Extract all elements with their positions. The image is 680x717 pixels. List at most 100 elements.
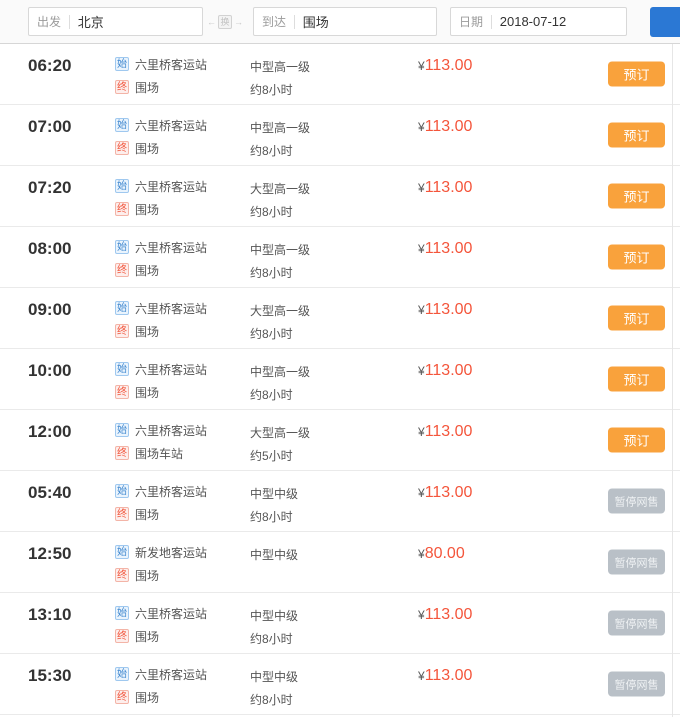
price-amount: 113.00 — [424, 240, 473, 257]
destination-station: 围场 — [135, 202, 160, 217]
destination-line: 终 围场 — [115, 687, 207, 707]
schedule-row: 05:40 始 六里桥客运站 终 围场 中型中级 约8小时 ¥113.00 暂停… — [0, 471, 680, 532]
price-amount: 113.00 — [424, 301, 473, 318]
action-button[interactable]: 预订 — [608, 61, 665, 87]
destination-station: 围场车站 — [135, 446, 184, 461]
bus-type: 大型高一级 — [250, 304, 311, 318]
origin-badge-icon: 始 — [115, 606, 129, 620]
stations-column: 始 六里桥客运站 终 围场 — [115, 115, 207, 161]
destination-station: 围场 — [135, 690, 160, 705]
schedule-row: 15:30 始 六里桥客运站 终 围场 中型中级 约8小时 ¥113.00 暂停… — [0, 654, 680, 715]
origin-station: 新发地客运站 — [135, 545, 208, 560]
trip-duration — [250, 568, 298, 588]
depart-input[interactable] — [77, 14, 194, 29]
action-button[interactable]: 暂停网售 — [608, 610, 665, 636]
currency-symbol: ¥ — [418, 608, 425, 622]
origin-station: 六里桥客运站 — [135, 484, 208, 499]
action-button[interactable]: 预订 — [608, 244, 665, 270]
action-button[interactable]: 预订 — [608, 305, 665, 331]
schedule-row: 09:00 始 六里桥客运站 终 围场 大型高一级 约8小时 ¥113.00 预… — [0, 288, 680, 349]
origin-station: 六里桥客运站 — [135, 301, 208, 316]
origin-badge-icon: 始 — [115, 57, 129, 71]
schedule-list: 06:20 始 六里桥客运站 终 围场 中型高一级 约8小时 ¥113.00 预… — [0, 44, 680, 715]
destination-badge-icon: 终 — [115, 324, 129, 338]
currency-symbol: ¥ — [418, 669, 425, 683]
action-button[interactable]: 暂停网售 — [608, 488, 665, 514]
origin-badge-icon: 始 — [115, 362, 129, 376]
departure-time: 12:00 — [28, 422, 72, 441]
destination-station: 围场 — [135, 507, 160, 522]
arrive-field[interactable]: 到达 — [253, 7, 437, 36]
action-button[interactable]: 预订 — [608, 427, 665, 453]
date-field[interactable]: 日期 — [450, 7, 627, 36]
origin-line: 始 新发地客运站 — [115, 542, 207, 562]
bus-type: 中型中级 — [250, 609, 299, 623]
destination-station: 围场 — [135, 568, 160, 583]
depart-label: 出发 — [37, 15, 62, 29]
bus-type: 大型高一级 — [250, 182, 311, 196]
trip-duration: 约8小时 — [250, 144, 293, 158]
price: ¥113.00 — [418, 362, 472, 380]
price: ¥113.00 — [418, 179, 472, 197]
bus-type: 中型中级 — [250, 548, 299, 562]
swap-stations-button[interactable]: ← 换 → — [204, 12, 246, 32]
stations-column: 始 六里桥客运站 终 围场 — [115, 481, 207, 527]
schedule-row: 12:50 始 新发地客运站 终 围场 中型中级 ¥80.00 暂停网售 — [0, 532, 680, 593]
depart-field[interactable]: 出发 — [28, 7, 203, 36]
stations-column: 始 六里桥客运站 终 围场 — [115, 603, 207, 649]
destination-line: 终 围场 — [115, 626, 207, 646]
origin-line: 始 六里桥客运站 — [115, 664, 207, 684]
swap-left-arrow-icon: ← — [207, 16, 216, 27]
destination-badge-icon: 终 — [115, 507, 129, 521]
schedule-row: 13:10 始 六里桥客运站 终 围场 中型中级 约8小时 ¥113.00 暂停… — [0, 593, 680, 654]
trip-duration: 约8小时 — [250, 388, 293, 402]
currency-symbol: ¥ — [418, 120, 425, 134]
destination-line: 终 围场 — [115, 138, 207, 158]
origin-badge-icon: 始 — [115, 179, 129, 193]
price-amount: 113.00 — [424, 606, 473, 623]
currency-symbol: ¥ — [418, 364, 425, 378]
price: ¥113.00 — [418, 57, 472, 75]
destination-line: 终 围场 — [115, 199, 207, 219]
price-amount: 113.00 — [424, 484, 473, 501]
action-button[interactable]: 预订 — [608, 122, 665, 148]
stations-column: 始 六里桥客运站 终 围场 — [115, 664, 207, 710]
price: ¥113.00 — [418, 240, 472, 258]
price: ¥113.00 — [418, 667, 472, 685]
currency-symbol: ¥ — [418, 242, 425, 256]
destination-badge-icon: 终 — [115, 80, 129, 94]
destination-line: 终 围场 — [115, 565, 207, 585]
field-divider — [69, 14, 70, 29]
action-button[interactable]: 暂停网售 — [608, 671, 665, 697]
origin-station: 六里桥客运站 — [135, 606, 208, 621]
price-amount: 113.00 — [424, 667, 473, 684]
origin-badge-icon: 始 — [115, 484, 129, 498]
swap-icon: 换 — [218, 15, 232, 29]
origin-station: 六里桥客运站 — [135, 57, 208, 72]
bus-info-column: 大型高一级 约5小时 — [250, 423, 310, 469]
schedule-row: 07:00 始 六里桥客运站 终 围场 中型高一级 约8小时 ¥113.00 预… — [0, 105, 680, 166]
price-amount: 113.00 — [424, 118, 473, 135]
destination-line: 终 围场 — [115, 382, 207, 402]
action-button[interactable]: 预订 — [608, 366, 665, 392]
stations-column: 始 六里桥客运站 终 围场 — [115, 359, 207, 405]
destination-badge-icon: 终 — [115, 385, 129, 399]
arrive-input[interactable] — [302, 14, 428, 29]
search-button[interactable] — [650, 7, 680, 37]
trip-duration: 约8小时 — [250, 83, 293, 97]
bus-info-column: 中型高一级 约8小时 — [250, 118, 310, 164]
origin-badge-icon: 始 — [115, 667, 129, 681]
destination-station: 围场 — [135, 385, 160, 400]
schedule-row: 07:20 始 六里桥客运站 终 围场 大型高一级 约8小时 ¥113.00 预… — [0, 166, 680, 227]
bus-info-column: 中型中级 约8小时 — [250, 484, 298, 530]
date-input[interactable] — [499, 14, 618, 29]
trip-duration: 约5小时 — [250, 449, 293, 463]
departure-time: 12:50 — [28, 544, 72, 563]
currency-symbol: ¥ — [418, 181, 425, 195]
action-button[interactable]: 暂停网售 — [608, 549, 665, 575]
action-button[interactable]: 预订 — [608, 183, 665, 209]
price: ¥80.00 — [418, 545, 465, 563]
trip-duration: 约8小时 — [250, 693, 293, 707]
origin-line: 始 六里桥客运站 — [115, 115, 207, 135]
